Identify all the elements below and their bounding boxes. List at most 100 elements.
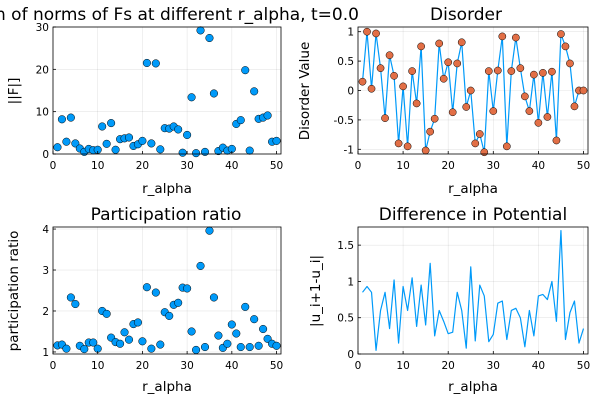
data-point [359,78,366,85]
data-point [103,140,111,148]
data-point [148,345,156,353]
data-point [381,115,388,122]
data-point [143,59,151,67]
x-axis-label: r_alpha [448,181,498,197]
data-point [80,345,88,353]
data-point [237,343,245,351]
data-point [72,300,80,308]
x-tick-label: 50 [270,360,283,372]
data-point [58,115,66,123]
data-point [125,134,133,142]
y-tick-label: 1 [42,347,49,359]
data-point [372,30,379,37]
x-tick-label: 0 [50,160,57,172]
data-point [440,75,447,82]
potential-diff-panel: 0 10 20 30 40 50 0 0.5 1 1.5 Difference in Potent… [308,205,590,395]
data-point [553,137,560,144]
y-tick-label: 20 [36,64,49,76]
data-point [250,88,258,96]
data-point [174,299,182,307]
disorder-panel: 0 10 20 30 40 50-1-0.500.51 Disorder r_alpha … [297,5,590,197]
y-tick-label: 0.5 [337,56,354,68]
data-point [526,107,533,114]
x-tick-label: 10 [396,360,409,372]
data-point [517,65,524,72]
data-point [152,289,160,297]
data-point [139,137,147,145]
data-point [139,338,147,346]
x-tick-label: 10 [396,160,409,172]
x-tick-label: 0 [355,160,362,172]
y-axis-label: participation ratio [6,231,22,352]
x-tick-label: 50 [577,360,590,372]
data-point [174,126,182,134]
data-point [463,103,470,110]
data-point [250,315,258,323]
y-tick-label: 3 [42,265,49,277]
y-tick-label: 0 [42,149,49,161]
data-point [395,140,402,147]
data-point [499,33,506,40]
x-tick-label: 30 [487,160,500,172]
data-point [427,128,434,135]
x-tick-label: 30 [180,360,193,372]
x-tick-label: 40 [532,360,545,372]
series-line [363,231,584,351]
y-axis-label: ||F|] [6,78,22,105]
data-point [197,262,205,270]
data-point [63,138,71,146]
data-point [125,336,133,344]
y-tick-label: 10 [36,107,49,119]
x-tick-label: 40 [225,360,238,372]
data-point [116,340,124,348]
x-tick-label: 0 [355,360,362,372]
data-point [183,131,191,139]
data-point [264,112,272,120]
data-point [201,148,209,156]
data-point [156,341,164,349]
data-point [422,147,429,154]
data-point [63,345,71,353]
participation-panel: 0 10 20 30 40 50 1 2 3 4 Participation ratio r_al… [6,205,283,395]
data-point [386,52,393,59]
data-point [571,103,578,110]
data-point [273,137,281,145]
data-point [165,312,173,320]
data-point [548,68,555,75]
x-axis-label: r_alpha [142,181,192,197]
x-tick-label: 0 [50,360,57,372]
data-point [156,146,164,154]
data-point [241,303,249,311]
x-tick-label: 50 [577,160,590,172]
data-point [232,330,240,338]
data-point [107,119,115,127]
data-point [377,65,384,72]
x-tick-label: 10 [91,160,104,172]
data-point [54,143,62,151]
data-point [566,60,573,67]
plot-title: Disorder [430,5,502,25]
data-point [134,319,142,327]
x-tick-label: 50 [270,160,283,172]
y-tick-label: 0.5 [337,313,354,325]
data-point [152,60,160,68]
data-point [363,28,370,35]
x-axis-label: r_alpha [448,379,498,395]
x-tick-label: 20 [136,160,149,172]
data-point [273,342,281,350]
data-point [67,294,75,302]
data-point [557,30,564,37]
data-point [210,90,218,98]
data-point [67,114,75,122]
y-tick-label: 1 [347,27,354,39]
y-tick-label: 0 [347,86,354,98]
data-point [98,123,106,131]
data-point [449,109,456,116]
data-point [192,346,200,354]
plot-title: Difference in Potential [379,205,567,225]
y-tick-label: -1 [344,144,354,156]
y-tick-label: 2 [42,306,49,318]
data-point [188,93,196,101]
data-point [143,283,151,291]
